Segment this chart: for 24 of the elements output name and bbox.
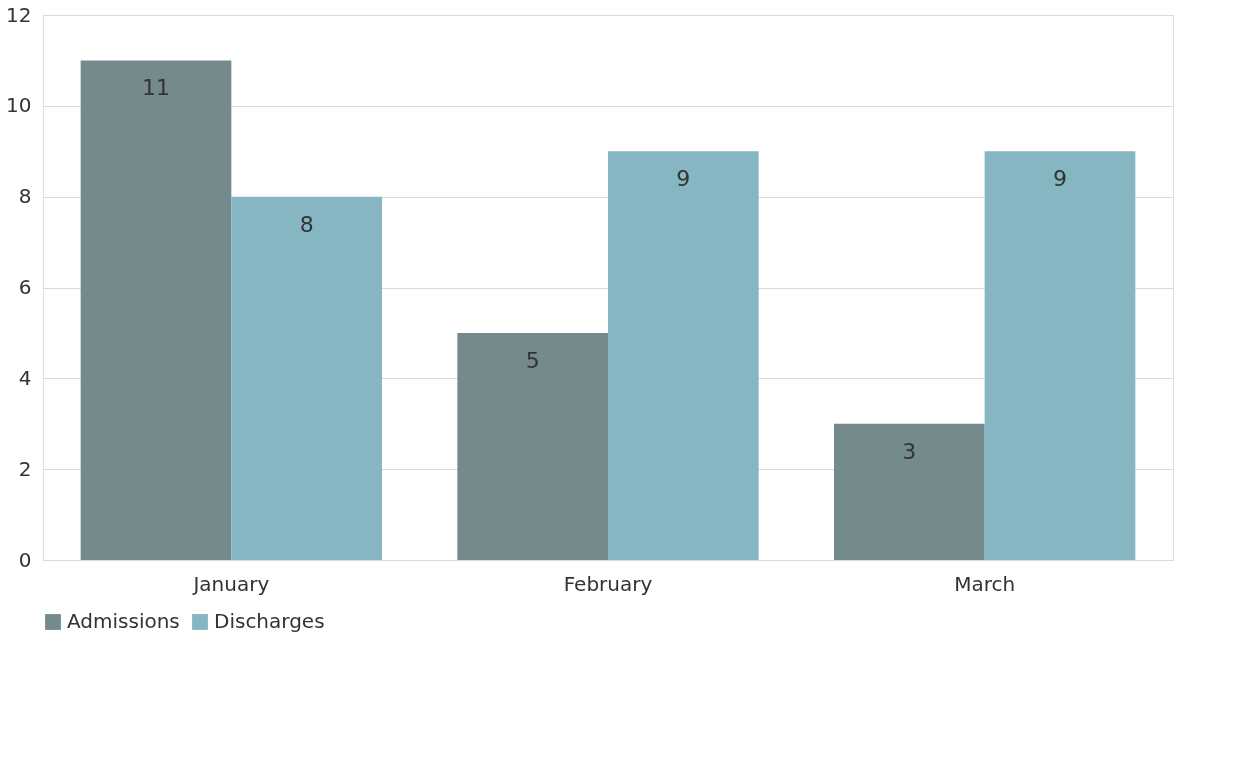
data-label: 5 xyxy=(525,347,540,373)
data-label: 11 xyxy=(142,75,170,101)
y-tick-label: 0 xyxy=(18,547,32,572)
data-label: 9 xyxy=(676,166,691,192)
bar xyxy=(608,151,759,560)
bar xyxy=(231,196,382,560)
bar xyxy=(457,332,608,560)
data-label: 9 xyxy=(1053,166,1067,192)
y-tick-label: 8 xyxy=(18,184,32,209)
y-tick-label: 6 xyxy=(18,275,32,299)
x-tick-label: March xyxy=(954,571,1016,596)
y-tick-label: 12 xyxy=(6,2,32,27)
y-tick-label: 4 xyxy=(18,365,32,390)
x-tick-label: February xyxy=(563,571,653,596)
x-tick-label: January xyxy=(191,571,270,596)
bar xyxy=(834,423,985,560)
y-tick-label: 2 xyxy=(18,456,32,481)
bar xyxy=(80,60,232,560)
data-label: 3 xyxy=(902,438,917,464)
y-tick-label: 10 xyxy=(6,93,32,118)
data-label: 8 xyxy=(299,211,314,237)
legend-label: Admissions xyxy=(67,609,180,633)
legend-label: Discharges xyxy=(214,609,325,633)
bar xyxy=(984,151,1136,560)
